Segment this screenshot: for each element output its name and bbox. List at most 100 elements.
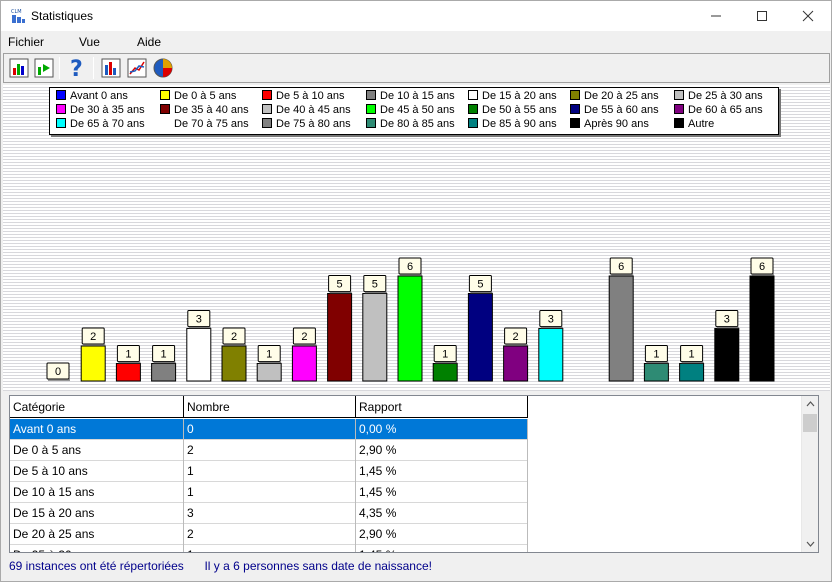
bar-chart: 0 2 1 1 3 2 1 2 5 5 6 1 5 2 3 6 1 1 3 6: [46, 257, 775, 382]
bar-13[interactable]: [503, 345, 529, 382]
legend-item: De 85 à 90 ans: [468, 118, 557, 130]
legend-swatch: [674, 118, 684, 128]
title-bar[interactable]: CLM Statistiques: [1, 1, 831, 31]
legend-label: De 20 à 25 ans: [584, 90, 659, 102]
line-chart-icon[interactable]: [125, 56, 149, 80]
bar-9[interactable]: [362, 293, 388, 382]
legend-swatch: [262, 104, 272, 114]
bar-value-label: 1: [125, 349, 131, 361]
table-cell-categorie: De 25 à 30 ans: [10, 545, 184, 552]
bar-3[interactable]: [151, 363, 177, 382]
bar-value-label-box: [46, 362, 70, 380]
bar-chart-icon[interactable]: [7, 56, 31, 80]
bar-value-label-box: [328, 275, 352, 292]
legend-item: De 25 à 30 ans: [674, 90, 763, 102]
bar-12[interactable]: [467, 293, 493, 382]
bar-16[interactable]: [608, 275, 634, 382]
table-cell-rapport: 1,45 %: [356, 545, 528, 552]
bar-value-label: 6: [407, 261, 413, 273]
legend-item: De 20 à 25 ans: [570, 90, 659, 102]
close-icon[interactable]: [785, 1, 831, 31]
bar-19[interactable]: [714, 328, 740, 382]
bar-20[interactable]: [749, 275, 775, 382]
bar-value-label-box: [680, 345, 704, 362]
pie-chart-icon[interactable]: [151, 56, 175, 80]
table-cell-categorie: De 0 à 5 ans: [10, 440, 184, 461]
legend-swatch: [366, 118, 376, 128]
scroll-up-icon: [806, 401, 815, 407]
bar-8[interactable]: [327, 293, 353, 382]
legend-swatch: [160, 104, 170, 114]
legend-item: De 45 à 50 ans: [366, 104, 455, 116]
menu-fichier[interactable]: Fichier: [8, 35, 45, 49]
legend-label: De 60 à 65 ans: [688, 104, 763, 116]
legend-label: De 65 à 70 ans: [70, 118, 145, 130]
statistics-table[interactable]: Catégorie Nombre Rapport Avant 0 ans 0 0,0…: [9, 395, 819, 553]
legend-item: De 40 à 45 ans: [262, 104, 351, 116]
bar-value-label-box: [257, 345, 281, 362]
bar-10[interactable]: [397, 275, 423, 382]
table-row[interactable]: De 15 à 20 ans 3 4,35 %: [10, 503, 528, 524]
table-row[interactable]: De 20 à 25 ans 2 2,90 %: [10, 524, 528, 545]
table-cell-nombre: 1: [184, 545, 356, 552]
legend-label: De 10 à 15 ans: [380, 90, 455, 102]
menu-vue[interactable]: Vue: [79, 35, 100, 49]
maximize-icon[interactable]: [739, 1, 785, 31]
bar-17[interactable]: [643, 363, 669, 382]
legend-label: De 15 à 20 ans: [482, 90, 557, 102]
scroll-thumb: [803, 414, 817, 432]
legend-swatch: [674, 90, 684, 100]
bar-7[interactable]: [291, 345, 317, 382]
legend-item: De 65 à 70 ans: [56, 118, 145, 130]
table-row[interactable]: De 10 à 15 ans 1 1,45 %: [10, 482, 528, 503]
status-bar: 69 instances ont été répertoriées Il y a…: [9, 559, 432, 573]
vertical-scrollbar[interactable]: [801, 396, 818, 552]
table-row[interactable]: De 0 à 5 ans 2 2,90 %: [10, 440, 528, 461]
table-cell-rapport: 2,90 %: [356, 440, 528, 461]
bar-5[interactable]: [221, 345, 247, 382]
bar-1[interactable]: [80, 345, 106, 382]
bar-value-label-box: [187, 310, 211, 327]
bar-value-label: 1: [161, 349, 167, 361]
bar-18[interactable]: [679, 363, 705, 382]
table-cell-categorie: Avant 0 ans: [10, 419, 184, 440]
legend-swatch: [468, 104, 478, 114]
table-cell-nombre: 2: [184, 524, 356, 545]
table-row[interactable]: Avant 0 ans 0 0,00 %: [10, 419, 528, 440]
legend-swatch: [160, 90, 170, 100]
column-header-rapport[interactable]: Rapport: [356, 396, 528, 418]
toolbar-separator: [59, 57, 60, 79]
table-cell-rapport: 1,45 %: [356, 482, 528, 503]
legend-label: Après 90 ans: [584, 118, 649, 130]
status-warning: Il y a 6 personnes sans date de naissanc…: [204, 559, 432, 573]
column-header-nombre[interactable]: Nombre: [184, 396, 356, 418]
bar-value-label-box: [468, 275, 492, 292]
legend-item: De 80 à 85 ans: [366, 118, 455, 130]
legend-item: De 70 à 75 ans: [160, 118, 249, 130]
bar-11[interactable]: [432, 363, 458, 382]
bar-4[interactable]: [186, 328, 212, 382]
legend-swatch: [366, 90, 376, 100]
help-icon[interactable]: ?: [65, 56, 89, 82]
minimize-icon[interactable]: [693, 1, 739, 31]
bar-value-label: 3: [724, 314, 730, 326]
table-cell-rapport: 0,00 %: [356, 419, 528, 440]
column-header-categorie[interactable]: Catégorie: [10, 396, 184, 418]
histogram-icon[interactable]: [99, 56, 123, 80]
legend-label: De 85 à 90 ans: [482, 118, 557, 130]
bar-14[interactable]: [538, 328, 564, 382]
menu-aide[interactable]: Aide: [137, 35, 162, 49]
bar-value-label-box: [363, 275, 387, 292]
legend-item: De 5 à 10 ans: [262, 90, 345, 102]
legend-swatch: [674, 104, 684, 114]
legend-item: Autre: [674, 118, 714, 130]
bar-value-label: 5: [477, 279, 483, 291]
export-chart-icon[interactable]: [32, 56, 56, 80]
bar-2[interactable]: [115, 363, 141, 382]
legend-swatch: [468, 118, 478, 128]
table-cell-nombre: 1: [184, 482, 356, 503]
bar-value-label-box: [504, 327, 528, 345]
table-row[interactable]: De 5 à 10 ans 1 1,45 %: [10, 461, 528, 482]
bar-6[interactable]: [256, 363, 282, 382]
